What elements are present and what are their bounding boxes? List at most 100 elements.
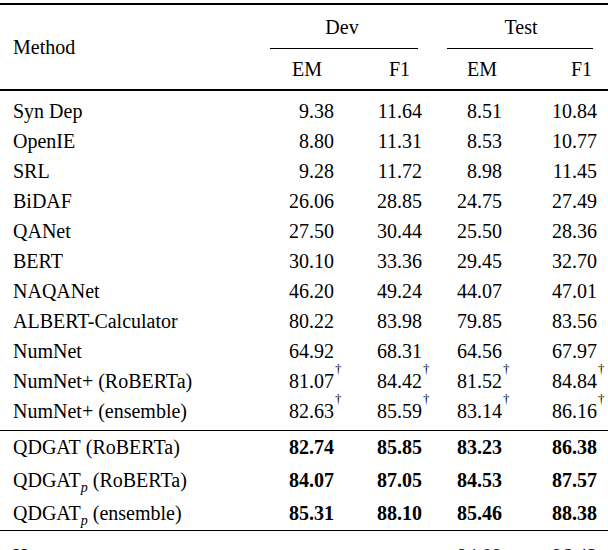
dagger-mark: † — [423, 362, 430, 375]
metric-value: 8.53 — [467, 130, 502, 152]
method-cell: NumNet+ (RoBERTa) — [0, 366, 250, 396]
metric-cell-dev-f1: 11.72 — [335, 156, 423, 186]
metric-cell-dev-f1: 88.10 — [335, 497, 423, 531]
metric-cell-test-em: 64.56 — [423, 336, 503, 366]
method-name: Syn Dep — [13, 100, 82, 122]
metric-cell-test-em: 85.46 — [423, 497, 503, 531]
method-subscript: p — [81, 480, 88, 495]
metric-cell-dev-f1 — [335, 531, 423, 550]
table-row: NAQANet 46.20 49.24 44.07 47.01 — [0, 276, 608, 306]
metric-value: 67.97 — [552, 340, 597, 362]
table-row: QDGATp (RoBERTa) 84.07 87.05 84.53 87.57 — [0, 464, 608, 497]
metric-cell-test-f1: 28.36 — [503, 216, 608, 246]
metric-cell-test-f1: 88.38 — [503, 497, 608, 531]
table-row: ALBERT-Calculator 80.22 83.98 79.85 83.5… — [0, 306, 608, 336]
metric-value: 33.36 — [377, 250, 422, 272]
metric-value: 87.05 — [377, 469, 422, 491]
metric-value: 83.98 — [377, 310, 422, 332]
paper-page: Method Dev Test EM F1 EM F1 Syn Dep 9.38… — [0, 0, 608, 550]
metric-value: 85.85 — [377, 436, 422, 458]
metric-value: 68.31 — [377, 340, 422, 362]
table-group-qdgat: QDGAT (RoBERTa) 82.74 85.85 83.23 86.38 … — [0, 431, 608, 531]
table-row: QANet 27.50 30.44 25.50 28.36 — [0, 216, 608, 246]
metric-value: 86.16 — [552, 400, 597, 422]
metric-cell-dev-em: 80.22 — [250, 306, 335, 336]
metric-value: 85.31 — [289, 502, 334, 524]
metric-cell-dev-em: 9.38 — [250, 90, 335, 126]
metric-value: 83.23 — [457, 436, 502, 458]
metric-cell-dev-em: 85.31 — [250, 497, 335, 531]
method-name: NAQANet — [13, 280, 100, 302]
metric-value: 32.70 — [552, 250, 597, 272]
metric-cell-test-em: 44.07 — [423, 276, 503, 306]
method-cell: OpenIE — [0, 126, 250, 156]
metric-value: 88.10 — [377, 502, 422, 524]
metric-cell-dev-f1: 11.31 — [335, 126, 423, 156]
metric-value: 11.64 — [378, 100, 422, 122]
method-column-header: Method — [0, 4, 250, 90]
metric-value: 11.31 — [378, 130, 422, 152]
metric-value: 80.22 — [289, 310, 334, 332]
test-em-header: EM — [423, 49, 503, 90]
method-cell: BERT — [0, 246, 250, 276]
metric-cell-test-em: 8.98 — [423, 156, 503, 186]
metric-cell-dev-em: 81.07† — [250, 366, 335, 396]
method-name: QDGAT — [13, 436, 81, 458]
method-name: QDGAT — [13, 469, 81, 491]
method-cell: NAQANet — [0, 276, 250, 306]
metric-cell-test-em: 8.51 — [423, 90, 503, 126]
metric-cell-dev-f1: 28.85 — [335, 186, 423, 216]
metric-cell-test-em: 79.85 — [423, 306, 503, 336]
metric-cell-test-em: 94.09 — [423, 531, 503, 550]
dagger-mark: † — [598, 392, 605, 405]
metric-cell-dev-f1: 87.05 — [335, 464, 423, 497]
metric-cell-test-f1: 84.84† — [503, 366, 608, 396]
method-name: QANet — [13, 220, 71, 242]
dagger-mark: † — [598, 362, 605, 375]
dev-em-header: EM — [250, 49, 335, 90]
test-group-header: Test — [423, 4, 608, 49]
metric-value: 11.45 — [553, 160, 597, 182]
metric-value: 30.10 — [289, 250, 334, 272]
test-f1-header: F1 — [503, 49, 608, 90]
metric-value: 11.72 — [378, 160, 422, 182]
metric-value: 64.56 — [457, 340, 502, 362]
method-cell: BiDAF — [0, 186, 250, 216]
table-row: Syn Dep 9.38 11.64 8.51 10.84 — [0, 90, 608, 126]
dagger-mark: † — [335, 362, 342, 375]
method-variant: (RoBERTa) — [81, 436, 180, 458]
metric-cell-test-f1: 10.77 — [503, 126, 608, 156]
metric-value: 96.42 — [552, 545, 597, 550]
metric-value: 44.07 — [457, 280, 502, 302]
method-name: QDGAT — [13, 502, 81, 524]
metric-cell-dev-em: 8.80 — [250, 126, 335, 156]
metric-value: 29.45 — [457, 250, 502, 272]
table-row: BiDAF 26.06 28.85 24.75 27.49 — [0, 186, 608, 216]
metric-value: 84.53 — [457, 469, 502, 491]
table-row: SRL 9.28 11.72 8.98 11.45 — [0, 156, 608, 186]
dev-group-header: Dev — [250, 4, 423, 49]
metric-cell-dev-em: 84.07 — [250, 464, 335, 497]
method-cell: QDGATp (ensemble) — [0, 497, 250, 531]
metric-value: 9.28 — [299, 160, 334, 182]
metric-value: 84.42 — [377, 370, 422, 392]
metric-value: 27.50 — [289, 220, 334, 242]
metric-value: 27.49 — [552, 190, 597, 212]
metric-value: 82.74 — [289, 436, 334, 458]
metric-cell-dev-f1: 85.59† — [335, 396, 423, 431]
metric-value: 84.84 — [552, 370, 597, 392]
metric-value: 84.07 — [289, 469, 334, 491]
metric-cell-dev-em: 9.28 — [250, 156, 335, 186]
metric-cell-test-em: 83.23 — [423, 431, 503, 465]
metric-value: 86.38 — [552, 436, 597, 458]
metric-cell-dev-em: 64.92 — [250, 336, 335, 366]
metric-cell-test-f1: 27.49 — [503, 186, 608, 216]
metric-cell-test-f1: 32.70 — [503, 246, 608, 276]
method-cell: QANet — [0, 216, 250, 246]
metric-value: 8.98 — [467, 160, 502, 182]
method-name: NumNet+ (ensemble) — [13, 400, 187, 422]
metric-cell-test-em: 24.75 — [423, 186, 503, 216]
metric-cell-test-em: 81.52† — [423, 366, 503, 396]
table-row: NumNet+ (ensemble) 82.63† 85.59† 83.14† … — [0, 396, 608, 431]
table-header: Method Dev Test EM F1 EM F1 — [0, 4, 608, 90]
